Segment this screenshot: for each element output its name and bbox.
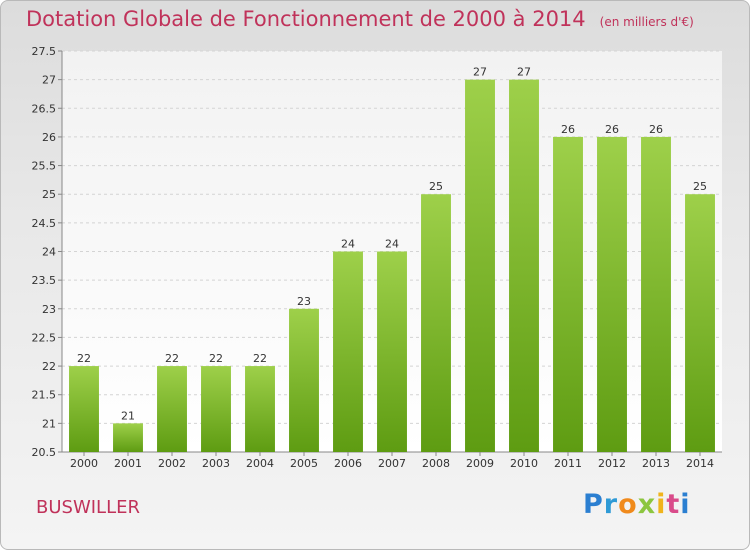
x-tick-label: 2014 [686,457,714,470]
logo-letter: i [680,489,691,520]
chart-title-text: Dotation Globale de Fonctionnement de 20… [26,7,586,31]
x-tick-label: 2001 [114,457,142,470]
logo-letter: x [637,489,657,520]
data-label: 26 [649,123,663,136]
bar [641,136,671,452]
y-tick-label: 26.5 [32,102,57,115]
y-tick-label: 21.5 [32,389,57,402]
logo-letter: t [666,489,681,520]
data-label: 24 [341,238,355,251]
bar [69,366,99,452]
x-tick-label: 2009 [466,457,494,470]
y-tick-label: 24.5 [32,217,57,230]
bar [421,194,451,452]
y-tick-label: 27 [42,74,56,87]
x-tick-label: 2011 [554,457,582,470]
x-tick-label: 2012 [598,457,626,470]
bar [113,423,143,452]
bar [597,136,627,452]
x-tick-label: 2000 [70,457,98,470]
y-axis-tick-labels: 20.5 21 21.5 22 22.5 23 23.5 24 24.5 25 25.5 26 26.5… [32,45,57,459]
x-tick-label: 2002 [158,457,186,470]
x-tick-label: 2003 [202,457,230,470]
bar [465,79,495,453]
y-tick-label: 23 [42,303,56,316]
bar [553,136,583,452]
data-label: 22 [165,352,179,365]
y-tick-label: 27.5 [32,45,57,58]
data-label: 25 [429,180,443,193]
data-label: 25 [693,180,707,193]
y-tick-label: 22.5 [32,331,57,344]
y-tick-label: 22 [42,360,56,373]
bar [333,251,363,452]
y-tick-label: 25.5 [32,160,57,173]
y-tick-label: 21 [42,417,56,430]
data-label: 23 [297,295,311,308]
y-tick-label: 25 [42,188,56,201]
chart-unit: (en milliers d'€) [599,15,694,29]
logo-letter: o [618,489,638,520]
x-tick-label: 2013 [642,457,670,470]
data-label: 21 [121,409,135,422]
bar [289,308,319,452]
bar [509,79,539,453]
x-tick-label: 2010 [510,457,538,470]
proxiti-logo: Proxiti [583,489,691,520]
y-tick-label: 20.5 [32,446,57,459]
logo-letter: P [583,489,604,520]
bar [377,251,407,452]
place-name: BUSWILLER [36,497,140,518]
data-labels: 22 21 22 22 22 23 24 24 25 27 27 26 26 26 25 [77,66,707,423]
bars [69,79,715,453]
y-tick-label: 26 [42,131,56,144]
x-axis-tick-labels: 2000 2001 2002 2003 2004 2005 2006 2007 2008 2009… [70,452,714,470]
bar [157,366,187,452]
data-label: 22 [77,352,91,365]
x-tick-label: 2006 [334,457,362,470]
bar [685,194,715,452]
data-label: 24 [385,238,399,251]
y-tick-label: 24 [42,246,56,259]
x-tick-label: 2007 [378,457,406,470]
logo-letter: r [603,489,619,520]
logo-letter: i [656,489,667,520]
data-label: 22 [209,352,223,365]
x-tick-label: 2008 [422,457,450,470]
data-label: 22 [253,352,267,365]
bar [201,366,231,452]
data-label: 26 [561,123,575,136]
data-label: 27 [517,66,531,79]
chart-title: Dotation Globale de Fonctionnement de 20… [26,7,694,31]
y-tick-label: 23.5 [32,274,57,287]
data-label: 27 [473,66,487,79]
x-tick-label: 2004 [246,457,274,470]
bar [245,366,275,452]
x-tick-label: 2005 [290,457,318,470]
data-label: 26 [605,123,619,136]
